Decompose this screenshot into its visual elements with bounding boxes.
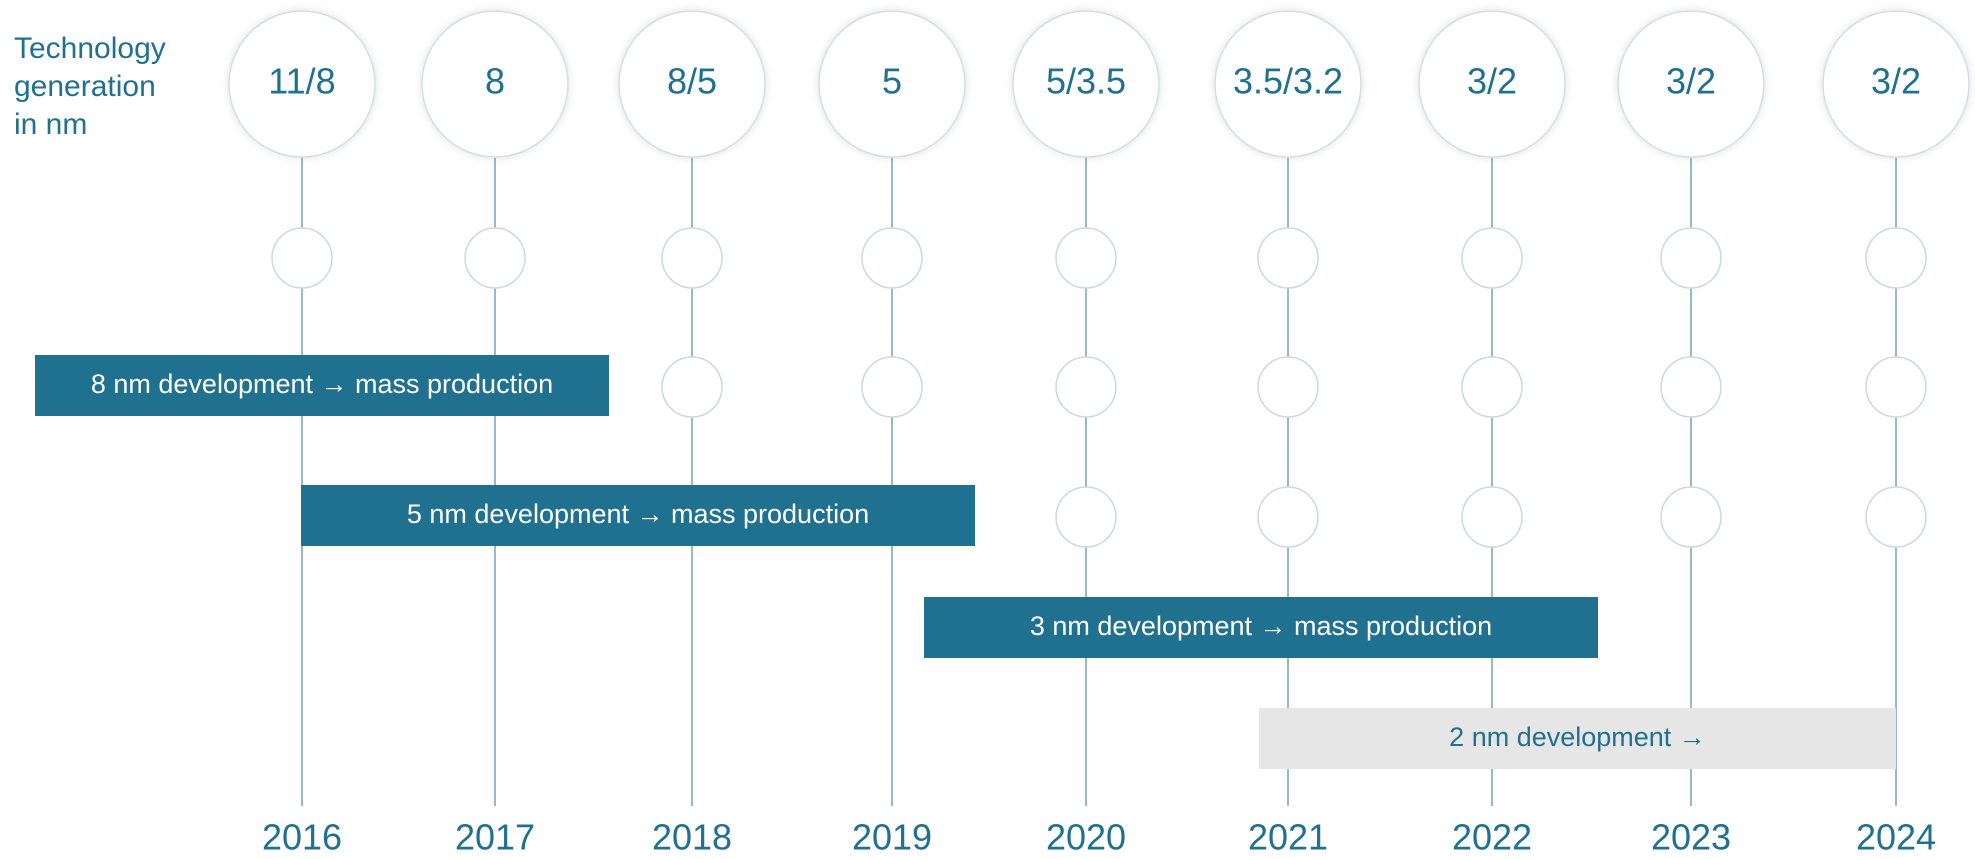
node-label: 8/5 [667, 61, 717, 102]
milestone-circle [1865, 486, 1927, 548]
node-circle [228, 10, 376, 158]
milestone-circle [1660, 486, 1722, 548]
phase-bar [924, 597, 1598, 658]
year-label: 2024 [1856, 817, 1936, 858]
milestone-circle [1257, 486, 1319, 548]
axis-label: generation [14, 70, 156, 103]
axis-label: in nm [14, 108, 87, 141]
node-circle [818, 10, 966, 158]
milestone-circle [861, 356, 923, 418]
phase-bar [1259, 708, 1896, 769]
milestone-circle [1865, 356, 1927, 418]
node-circle [421, 10, 569, 158]
milestone-circle [1257, 356, 1319, 418]
node-circle [618, 10, 766, 158]
milestone-circle [661, 356, 723, 418]
milestone-circle [1055, 356, 1117, 418]
node-label: 8 [485, 61, 505, 102]
year-label: 2022 [1452, 817, 1532, 858]
phase-bar [301, 485, 975, 546]
year-label: 2020 [1046, 817, 1126, 858]
node-label: 11/8 [268, 61, 335, 102]
milestone-circle [661, 227, 723, 289]
node-circle [1214, 10, 1362, 158]
node-circle [1617, 10, 1765, 158]
milestone-circle [464, 227, 526, 289]
milestone-circle [1461, 356, 1523, 418]
node-circle [1822, 10, 1970, 158]
milestone-circle [1055, 486, 1117, 548]
phase-label: 5 nm development → mass production [407, 499, 869, 529]
phase-label: 2 nm development → [1449, 722, 1706, 752]
year-label: 2017 [455, 817, 535, 858]
milestone-circle [271, 227, 333, 289]
node-circle [1418, 10, 1566, 158]
node-label: 3/2 [1666, 61, 1716, 102]
milestone-circle [1055, 227, 1117, 289]
year-label: 2018 [652, 817, 732, 858]
milestone-circle [1257, 227, 1319, 289]
node-label: 3/2 [1467, 61, 1517, 102]
year-label: 2016 [262, 817, 342, 858]
milestone-circle [1461, 486, 1523, 548]
milestone-circle [1660, 227, 1722, 289]
milestone-circle [861, 227, 923, 289]
node-label: 3.5/3.2 [1233, 61, 1343, 102]
axis-label: Technology [14, 32, 166, 65]
node-label: 5/3.5 [1046, 61, 1126, 102]
node-label: 5 [882, 61, 902, 102]
milestone-circle [1865, 227, 1927, 289]
year-label: 2021 [1248, 817, 1328, 858]
phase-label: 8 nm development → mass production [91, 369, 553, 399]
phase-bar [35, 355, 609, 416]
year-label: 2019 [852, 817, 932, 858]
milestone-circle [1461, 227, 1523, 289]
year-label: 2023 [1651, 817, 1731, 858]
phase-label: 3 nm development → mass production [1030, 611, 1492, 641]
milestone-circle [1660, 356, 1722, 418]
node-circle [1012, 10, 1160, 158]
node-label: 3/2 [1871, 61, 1921, 102]
